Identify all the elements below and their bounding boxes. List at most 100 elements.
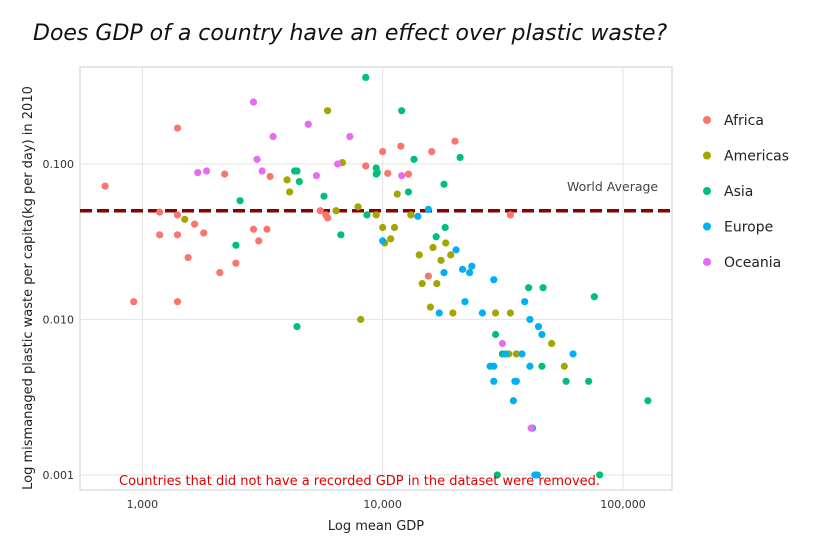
- world-average-label: World Average: [567, 179, 658, 194]
- legend-label: Oceania: [724, 255, 781, 271]
- data-point: [320, 192, 328, 200]
- y-tick-label: 0.100: [43, 158, 75, 171]
- data-point: [258, 167, 266, 175]
- data-point: [379, 237, 387, 245]
- legend-swatch: [703, 116, 711, 124]
- data-point: [518, 350, 526, 358]
- data-point: [410, 155, 418, 163]
- data-point: [191, 220, 199, 228]
- data-point: [337, 231, 345, 239]
- data-point: [432, 233, 440, 241]
- data-point: [397, 142, 405, 150]
- data-point: [304, 120, 312, 128]
- data-point: [312, 172, 321, 180]
- data-point: [194, 168, 202, 177]
- data-point: [569, 350, 577, 358]
- data-point: [379, 223, 387, 232]
- data-point: [468, 262, 476, 270]
- chart-title: Does GDP of a country have an effect ove…: [33, 21, 667, 46]
- legend-label: Americas: [724, 149, 789, 165]
- grid-lines: [80, 67, 672, 490]
- x-tick-label: 10,000: [363, 498, 402, 511]
- plot-area: [79, 66, 673, 491]
- data-point: [324, 107, 332, 115]
- data-point: [490, 377, 498, 385]
- data-point: [101, 182, 109, 190]
- data-point: [452, 246, 460, 254]
- data-point: [283, 176, 291, 184]
- legend-swatch: [703, 187, 711, 195]
- axis-ticks: 1,000 10,000 100,000 0.001 0.010 0.100: [43, 158, 646, 511]
- data-point: [527, 424, 535, 432]
- legend-swatch: [703, 258, 711, 266]
- data-point: [173, 211, 182, 219]
- data-point: [295, 177, 303, 186]
- data-point: [332, 207, 340, 215]
- x-tick-label: 100,000: [600, 498, 646, 511]
- data-point: [429, 243, 437, 252]
- legend-label: Asia: [724, 184, 753, 200]
- data-point: [404, 188, 413, 196]
- series-africa: [101, 124, 514, 306]
- y-tick-label: 0.001: [43, 469, 75, 482]
- data-point: [491, 309, 500, 317]
- series-europe: [379, 205, 577, 479]
- data-point: [156, 231, 164, 239]
- data-point: [293, 167, 301, 175]
- data-point: [465, 269, 474, 277]
- data-point: [509, 397, 518, 405]
- data-point: [435, 309, 443, 317]
- data-point: [221, 170, 229, 178]
- data-point: [424, 272, 433, 280]
- data-point: [173, 124, 182, 132]
- series-asia: [232, 73, 652, 479]
- data-point: [255, 237, 263, 245]
- data-point: [562, 377, 570, 385]
- data-point: [490, 362, 498, 370]
- data-point: [451, 137, 459, 145]
- data-point: [362, 162, 370, 170]
- data-point: [442, 239, 450, 247]
- data-point: [441, 223, 449, 232]
- data-point: [372, 211, 380, 219]
- data-point: [596, 471, 604, 479]
- data-point: [447, 251, 455, 259]
- data-point: [407, 211, 415, 219]
- data-point: [393, 190, 401, 198]
- data-point: [456, 153, 464, 162]
- data-point: [644, 397, 652, 405]
- data-point: [156, 208, 164, 216]
- data-point: [461, 298, 469, 306]
- data-point: [440, 269, 448, 277]
- data-point: [390, 223, 399, 232]
- data-point: [236, 197, 244, 205]
- data-point: [346, 132, 354, 141]
- data-points: [101, 73, 652, 479]
- data-point: [538, 330, 546, 339]
- data-point: [428, 148, 436, 156]
- x-axis-title: Log mean GDP: [328, 519, 424, 534]
- legend-swatch: [703, 222, 711, 231]
- data-point: [379, 148, 387, 156]
- data-point: [334, 160, 342, 168]
- data-point: [506, 309, 514, 317]
- data-point: [414, 212, 422, 220]
- series-oceania: [194, 98, 535, 432]
- data-point: [590, 293, 598, 301]
- data-point: [512, 350, 520, 358]
- y-axis-title: Log mismanaged plastic waste per capita(…: [21, 86, 36, 490]
- data-point: [426, 303, 435, 311]
- data-point: [493, 471, 501, 479]
- data-point: [506, 211, 514, 219]
- legend: Africa Americas Asia Europe Oceania: [703, 113, 789, 271]
- data-point: [249, 225, 258, 233]
- data-point: [249, 98, 258, 106]
- removed-gdp-note: Countries that did not have a recorded G…: [119, 474, 600, 489]
- data-point: [418, 279, 426, 288]
- data-point: [534, 322, 543, 331]
- data-point: [585, 377, 593, 385]
- data-point: [526, 315, 534, 324]
- data-point: [398, 107, 406, 115]
- data-point: [232, 241, 240, 249]
- data-point: [286, 188, 294, 196]
